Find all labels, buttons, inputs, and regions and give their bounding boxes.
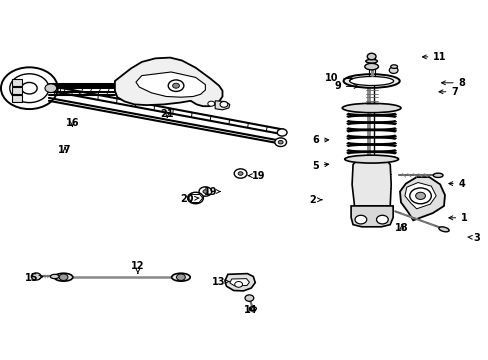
Text: 7: 7 — [438, 87, 457, 97]
Circle shape — [274, 138, 286, 147]
Text: 10: 10 — [324, 73, 352, 84]
Ellipse shape — [344, 155, 398, 163]
Text: 3: 3 — [467, 233, 479, 243]
Ellipse shape — [364, 63, 378, 70]
Circle shape — [176, 274, 185, 280]
Ellipse shape — [343, 74, 399, 88]
Circle shape — [207, 101, 214, 106]
Polygon shape — [224, 274, 255, 291]
Circle shape — [278, 140, 283, 144]
Circle shape — [366, 53, 375, 60]
Ellipse shape — [390, 65, 397, 68]
Circle shape — [31, 273, 41, 280]
Text: 16: 16 — [65, 118, 79, 128]
FancyBboxPatch shape — [12, 95, 22, 102]
Circle shape — [45, 84, 57, 93]
Text: 18: 18 — [394, 222, 408, 233]
Text: 11: 11 — [422, 52, 446, 62]
Text: 17: 17 — [58, 145, 72, 156]
Ellipse shape — [54, 273, 73, 281]
Circle shape — [409, 188, 430, 204]
Polygon shape — [399, 177, 444, 220]
Circle shape — [277, 129, 286, 136]
Circle shape — [234, 169, 246, 178]
Text: 19: 19 — [248, 171, 264, 181]
FancyBboxPatch shape — [12, 87, 22, 94]
Circle shape — [238, 172, 243, 175]
Text: 15: 15 — [25, 273, 43, 283]
Ellipse shape — [349, 77, 393, 86]
Ellipse shape — [365, 59, 377, 63]
Polygon shape — [404, 183, 435, 209]
FancyBboxPatch shape — [12, 79, 22, 86]
Text: 8: 8 — [441, 78, 465, 88]
Ellipse shape — [249, 307, 256, 310]
Ellipse shape — [342, 103, 400, 113]
Text: 4: 4 — [448, 179, 465, 189]
Circle shape — [199, 187, 211, 196]
Circle shape — [376, 215, 387, 224]
Text: 13: 13 — [212, 276, 228, 287]
Circle shape — [388, 67, 397, 73]
Text: 20: 20 — [180, 194, 199, 204]
Circle shape — [187, 192, 203, 204]
Ellipse shape — [432, 173, 442, 177]
Circle shape — [172, 83, 179, 88]
Text: 19: 19 — [203, 186, 220, 197]
Ellipse shape — [438, 227, 448, 232]
Text: 12: 12 — [131, 261, 144, 274]
Circle shape — [59, 274, 68, 280]
Circle shape — [220, 102, 227, 107]
Text: 9: 9 — [333, 81, 357, 91]
Text: 2: 2 — [309, 195, 321, 205]
Polygon shape — [350, 206, 392, 227]
Circle shape — [244, 295, 253, 301]
Ellipse shape — [50, 274, 59, 279]
Polygon shape — [136, 72, 205, 97]
Text: 5: 5 — [311, 161, 328, 171]
Polygon shape — [115, 58, 222, 106]
Polygon shape — [215, 101, 229, 110]
Circle shape — [203, 190, 207, 193]
Text: 21: 21 — [160, 109, 174, 120]
Text: 6: 6 — [311, 135, 328, 145]
Polygon shape — [351, 159, 390, 206]
Circle shape — [354, 215, 366, 224]
Circle shape — [168, 80, 183, 91]
Circle shape — [415, 192, 425, 199]
Circle shape — [234, 282, 242, 287]
Polygon shape — [229, 279, 249, 286]
Text: 1: 1 — [448, 213, 467, 223]
Ellipse shape — [171, 273, 190, 281]
Text: 14: 14 — [243, 305, 257, 315]
